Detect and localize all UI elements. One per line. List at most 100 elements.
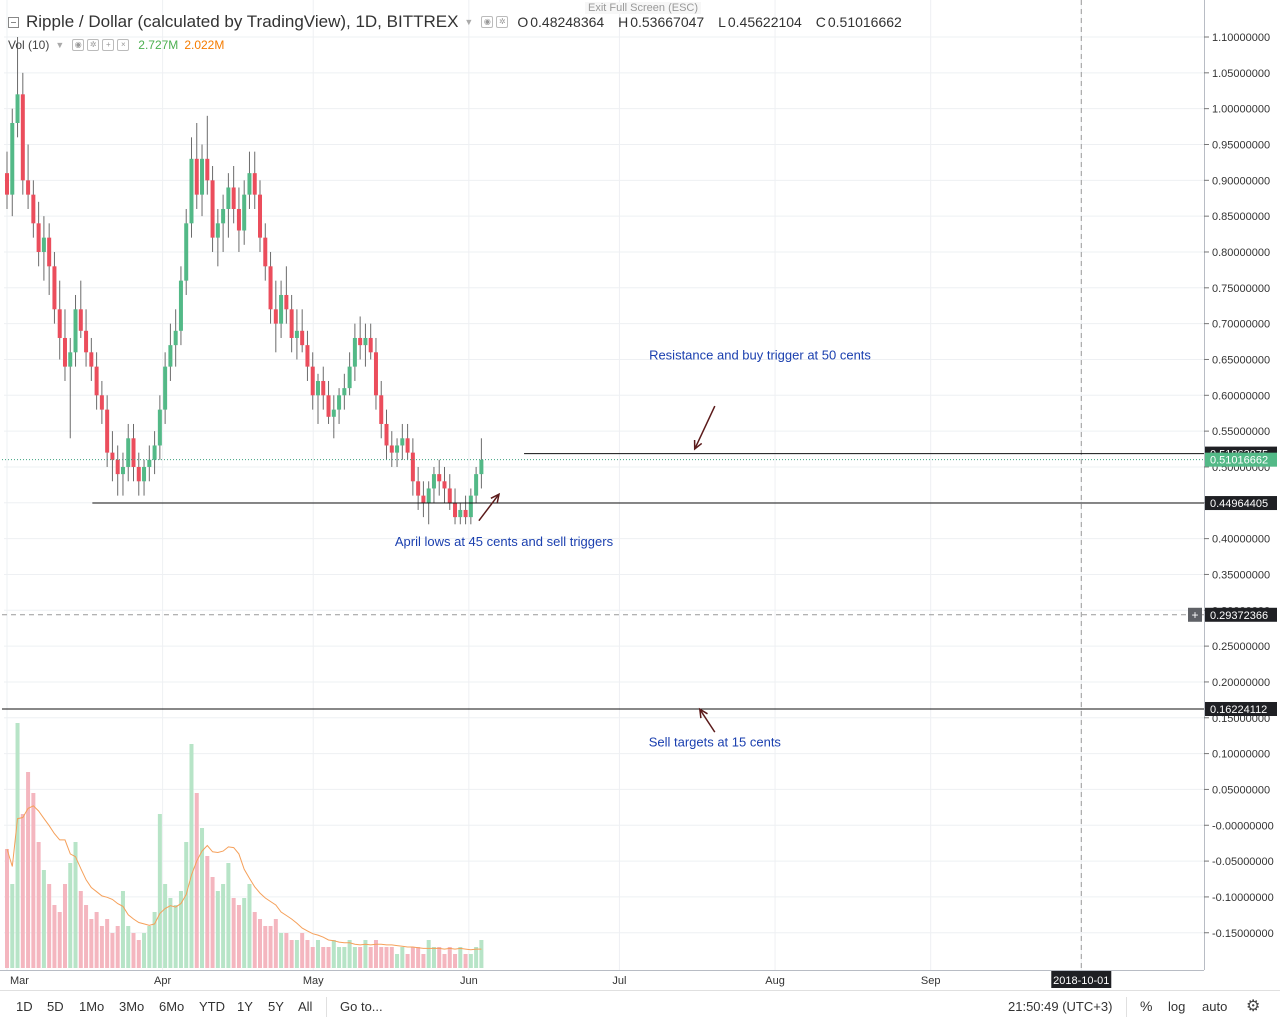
candle-body [152, 445, 157, 460]
timeframe-1y[interactable]: 1Y [237, 999, 253, 1014]
gear-small-icon[interactable]: ✲ [87, 39, 100, 51]
annotation-text[interactable]: Sell targets at 15 cents [649, 734, 782, 749]
volume-bar [73, 842, 78, 968]
volume-label[interactable]: Vol (10) [8, 38, 50, 52]
timeframe-ytd[interactable]: YTD [199, 999, 225, 1014]
candle-body [73, 309, 78, 353]
close-icon[interactable]: × [117, 39, 130, 51]
volume-bar [463, 954, 468, 968]
time-tick-label: Mar [10, 975, 29, 987]
timeframe-6mo[interactable]: 6Mo [159, 999, 185, 1014]
price-label[interactable]: 0.29372366 [1210, 610, 1268, 622]
candle-body [437, 474, 442, 482]
price-tick-label: 0.40000000 [1212, 534, 1270, 546]
gear-icon[interactable]: ⚙ [1246, 998, 1261, 1015]
candle-body [426, 488, 431, 503]
volume-bar [373, 940, 378, 968]
annotation-text[interactable]: Resistance and buy trigger at 50 cents [649, 347, 871, 362]
volume-bar [247, 884, 252, 968]
log-toggle[interactable]: log [1168, 999, 1186, 1014]
candle-body [273, 309, 278, 324]
clock-display[interactable]: 21:50:49 (UTC+3) [1008, 999, 1113, 1014]
candle-body [421, 495, 426, 503]
price-tick-label: 1.00000000 [1212, 104, 1270, 116]
candle-body [89, 352, 94, 367]
timeframe-1mo[interactable]: 1Mo [79, 999, 105, 1014]
candle-body [26, 180, 31, 195]
price-tick-label: 0.80000000 [1212, 247, 1270, 259]
eye-icon[interactable]: ◉ [481, 16, 494, 28]
annotation-arrow[interactable] [694, 405, 716, 450]
volume-bar [410, 947, 415, 968]
plus-icon[interactable]: + [102, 39, 115, 51]
volume-bar [31, 793, 36, 968]
price-label-box[interactable] [1205, 701, 1277, 716]
exit-fullscreen-hint[interactable]: Exit Full Screen (ESC) [585, 2, 702, 14]
plus-icon[interactable] [1188, 607, 1202, 622]
volume-bar [368, 947, 373, 968]
volume-bar [10, 884, 15, 968]
eye-icon[interactable]: ◉ [72, 39, 85, 51]
timeframe-3mo[interactable]: 3Mo [119, 999, 145, 1014]
price-tick-label: 0.60000000 [1212, 390, 1270, 402]
volume-bar [258, 919, 263, 968]
volume-bar [395, 954, 400, 968]
price-tick-label: 1.10000000 [1212, 32, 1270, 44]
date-marker-label[interactable]: 2018-10-01 [1053, 975, 1109, 987]
volume-bar [242, 898, 247, 968]
symbol-title[interactable]: Ripple / Dollar (calculated by TradingVi… [26, 12, 459, 31]
candle-body [384, 423, 389, 446]
volume-bar [105, 919, 110, 968]
candle-body [226, 187, 231, 209]
volume-bar [426, 940, 431, 968]
percent-toggle[interactable]: % [1140, 998, 1153, 1014]
date-marker-label-box[interactable] [1051, 971, 1112, 988]
volume-bar [400, 947, 405, 968]
candle-body [10, 122, 15, 195]
goto-button[interactable]: Go to... [340, 999, 383, 1014]
volume-bar [431, 947, 436, 968]
volume-bar [389, 947, 394, 968]
horizontal-lines[interactable] [1, 453, 1204, 710]
price-label-box[interactable] [1205, 452, 1277, 467]
volume-bar [41, 870, 46, 968]
candle-body [52, 266, 57, 310]
candle-body [342, 388, 347, 396]
candle-body [315, 380, 320, 396]
price-label[interactable]: 0.16224112 [1210, 704, 1267, 716]
annotation-arrow[interactable] [699, 708, 716, 733]
volume-bar [442, 954, 447, 968]
price-axis[interactable]: 1.10000000 1.05000000 1.00000000 0.95000000… [1188, 0, 1280, 970]
candle-body [110, 452, 115, 460]
price-label-box[interactable] [1205, 607, 1277, 622]
volume-bar [189, 744, 194, 968]
volume-bar [326, 947, 331, 968]
timeframe-5y[interactable]: 5Y [268, 999, 284, 1014]
timeframe-all[interactable]: All [298, 999, 313, 1014]
volume-bar [263, 926, 268, 968]
candle-body [78, 309, 83, 331]
candle-body [400, 438, 405, 446]
timeframe-1d[interactable]: 1D [16, 999, 33, 1014]
annotation-text[interactable]: April lows at 45 cents and sell triggers [395, 534, 614, 549]
timeframe-5d[interactable]: 5D [47, 999, 64, 1014]
volume-bar [468, 954, 473, 968]
price-label[interactable]: 0.44964405 [1210, 498, 1268, 510]
annotations[interactable]: Resistance and buy trigger at 50 cents Ap… [395, 347, 872, 749]
price-label[interactable]: 0.51016662 [1210, 455, 1268, 467]
volume-bar [184, 842, 189, 968]
price-label-box[interactable] [1205, 496, 1277, 511]
time-axis[interactable]: Mar Apr May Jun Jul Aug Sep 2018-10-01 [0, 970, 1204, 990]
volume-bar [453, 954, 458, 968]
gear-small-icon[interactable]: ✲ [496, 16, 509, 28]
collapse-icon[interactable] [8, 16, 19, 28]
candle-body [131, 438, 136, 467]
annotation-arrow[interactable] [478, 493, 500, 522]
chevron-down-icon[interactable]: ▼ [464, 17, 474, 27]
volume-bar [173, 905, 178, 968]
price-tick-label: 0.05000000 [1212, 784, 1270, 796]
chevron-down-icon[interactable]: ▼ [55, 40, 65, 50]
price-tick-label: 0.35000000 [1212, 569, 1270, 581]
auto-toggle[interactable]: auto [1202, 999, 1228, 1014]
